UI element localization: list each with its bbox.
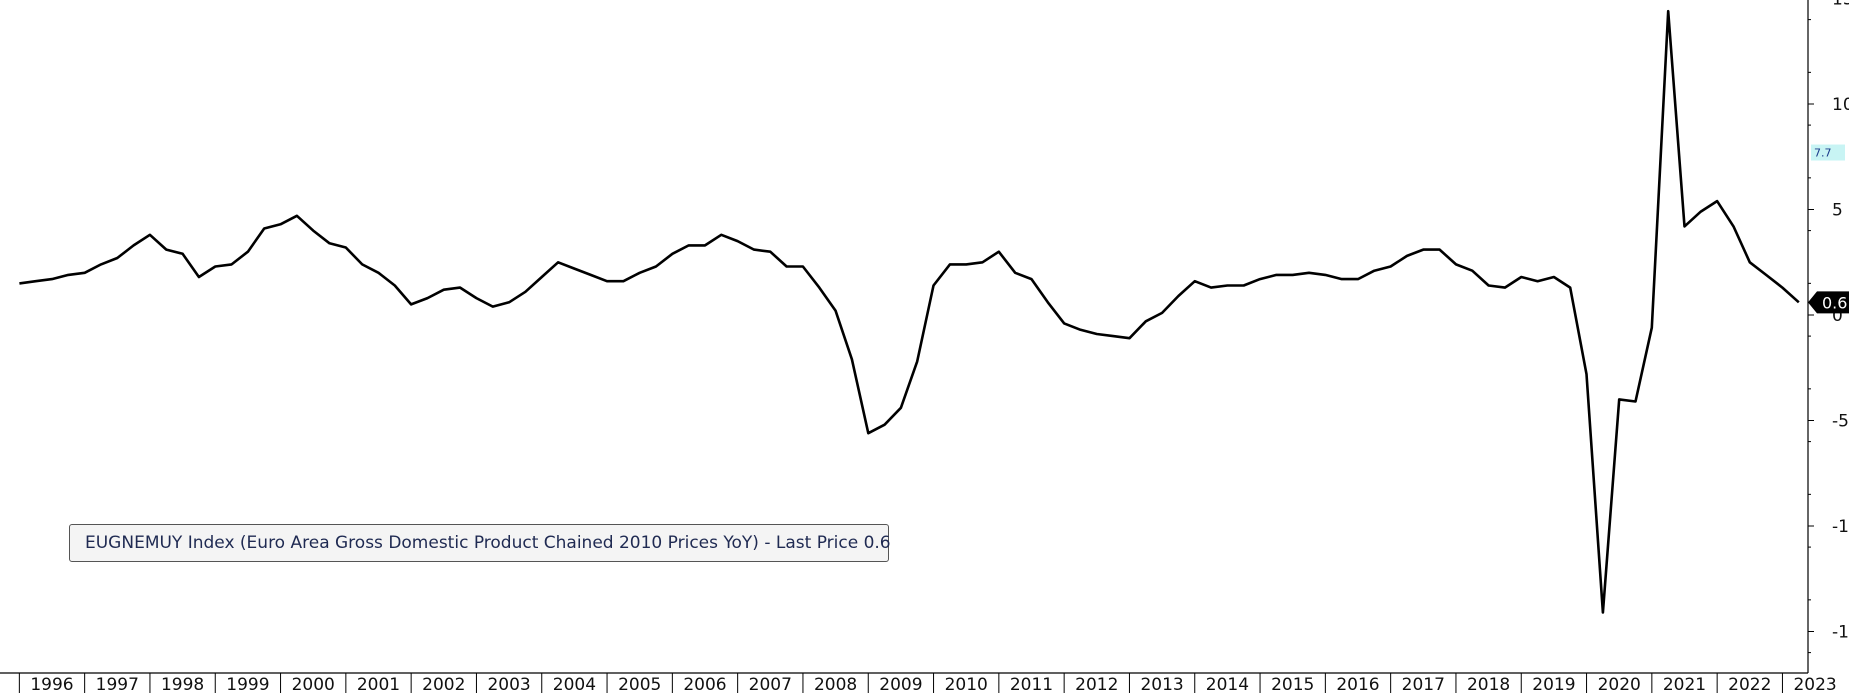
x-tick-label: 1996 bbox=[30, 675, 73, 693]
x-tick-label: 2023 bbox=[1793, 675, 1836, 693]
x-tick-label: 2012 bbox=[1075, 675, 1118, 693]
x-tick-label: 2004 bbox=[553, 675, 596, 693]
y-tick-label: -15 bbox=[1832, 623, 1849, 643]
series-line-1 bbox=[19, 9, 1800, 614]
x-tick-label: 2020 bbox=[1598, 675, 1641, 693]
legend: EUGNEMUY Index (Euro Area Gross Domestic… bbox=[69, 524, 891, 562]
axis-marker-background bbox=[1811, 144, 1845, 161]
last-price-label: 0.6 bbox=[1822, 293, 1847, 312]
x-tick-label: 2019 bbox=[1532, 675, 1575, 693]
y-tick-label: -5 bbox=[1832, 412, 1849, 432]
y-tick-label: 5 bbox=[1832, 201, 1843, 221]
x-tick-label: 2002 bbox=[422, 675, 465, 693]
series-layer bbox=[19, 9, 1800, 614]
y-tick-label: 15 bbox=[1832, 0, 1849, 10]
x-tick-label: 2014 bbox=[1206, 675, 1249, 693]
x-tick-label: 2010 bbox=[945, 675, 988, 693]
x-tick-label: 2000 bbox=[292, 675, 335, 693]
x-tick-label: 2006 bbox=[683, 675, 726, 693]
x-tick-label: 2005 bbox=[618, 675, 661, 693]
x-axis-ticks: 1996 1997 1998 1999 2000 2001 2002 2003 2004 2005… bbox=[18, 673, 1837, 693]
x-tick-label: 2015 bbox=[1271, 675, 1314, 693]
axis-markers: 7.7 0.6 bbox=[1808, 144, 1849, 314]
last-price-tag bbox=[1808, 291, 1849, 314]
x-tick-label: 2017 bbox=[1402, 675, 1445, 693]
x-tick-label: 2001 bbox=[357, 675, 400, 693]
x-tick-label: 2009 bbox=[879, 675, 922, 693]
x-tick-label: 2018 bbox=[1467, 675, 1510, 693]
x-tick-label: 2013 bbox=[1140, 675, 1183, 693]
y-tick-label: 10 bbox=[1832, 95, 1849, 115]
x-tick-label: 2007 bbox=[749, 675, 792, 693]
y-tick-label: -10 bbox=[1832, 517, 1849, 537]
x-tick-label: 1999 bbox=[226, 675, 269, 693]
y-axis-ticks: -15 -10 -5 0 5 10 15 bbox=[1808, 0, 1849, 654]
x-tick-label: 2008 bbox=[814, 675, 857, 693]
x-tick-label: 2022 bbox=[1728, 675, 1771, 693]
axis-marker-label: 7.7 bbox=[1814, 147, 1832, 160]
x-tick-label: 1998 bbox=[161, 675, 204, 693]
x-tick-label: 2011 bbox=[1010, 675, 1053, 693]
legend-label: EUGNEMUY Index (Euro Area Gross Domestic… bbox=[85, 533, 891, 553]
x-tick-label: 1997 bbox=[96, 675, 139, 693]
x-tick-label: 2003 bbox=[487, 675, 530, 693]
y-tick-label: 0 bbox=[1832, 306, 1843, 326]
x-tick-label: 2021 bbox=[1663, 675, 1706, 693]
x-tick-label: 2016 bbox=[1336, 675, 1379, 693]
